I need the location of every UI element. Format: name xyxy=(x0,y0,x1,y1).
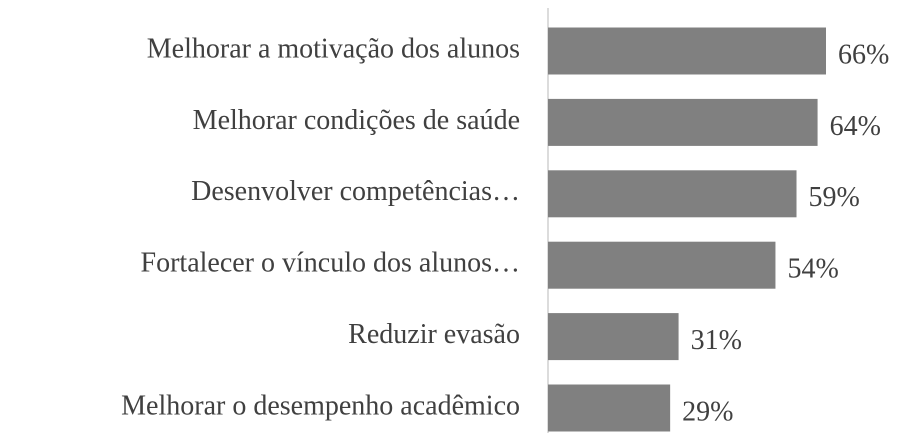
value-label: 54% xyxy=(787,254,838,285)
category-label: Melhorar a motivação dos alunos xyxy=(147,33,520,64)
value-label: 66% xyxy=(838,39,889,70)
category-label: Fortalecer o vínculo dos alunos… xyxy=(141,248,520,279)
value-label: 31% xyxy=(691,325,742,356)
bar xyxy=(548,27,826,75)
value-label: 59% xyxy=(809,182,860,213)
bar xyxy=(548,241,776,289)
bar xyxy=(548,384,671,432)
value-label: 29% xyxy=(682,396,733,427)
value-label: 64% xyxy=(830,111,881,142)
category-label: Melhorar o desempenho acadêmico xyxy=(121,390,520,421)
bar xyxy=(548,98,818,146)
category-label: Reduzir evasão xyxy=(348,319,520,350)
category-label: Desenvolver competências… xyxy=(191,176,520,207)
bar xyxy=(548,313,679,361)
category-label: Melhorar condições de saúde xyxy=(193,105,520,136)
bar xyxy=(548,170,797,218)
